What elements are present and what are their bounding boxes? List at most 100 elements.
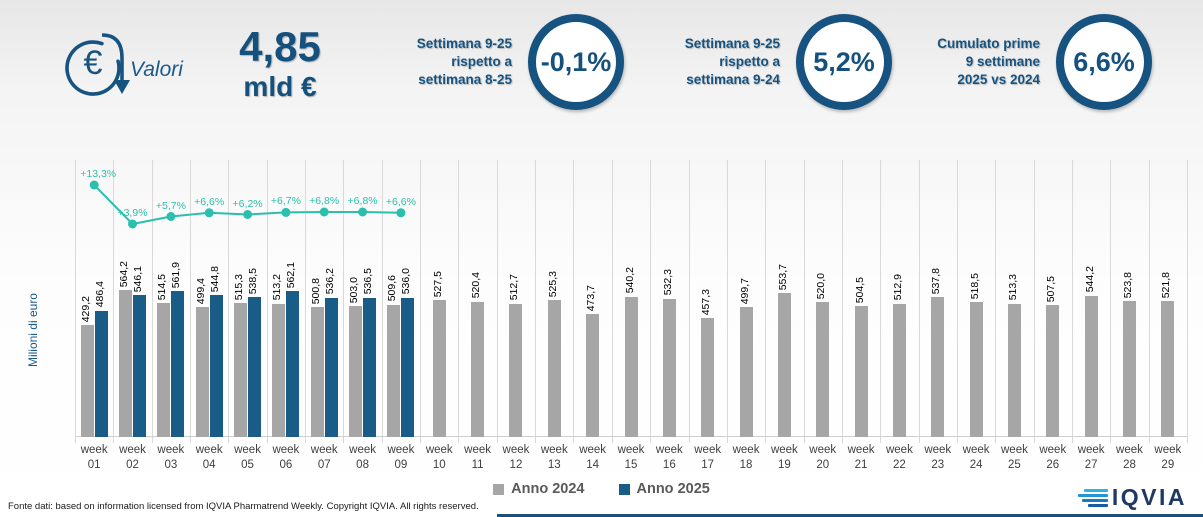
bar-2024 [854, 305, 868, 437]
gridline [650, 160, 652, 443]
total-value-block: 4,85 mld € [200, 24, 360, 104]
gridline [573, 160, 575, 443]
bar-2024 [624, 296, 638, 437]
bar-2024 [701, 318, 715, 437]
kpi-value: 6,6% [1073, 46, 1135, 77]
gridline [803, 160, 805, 443]
x-axis-label: week 13 [540, 444, 568, 471]
x-axis-label: week 01 [80, 444, 108, 471]
bar-2024 [892, 303, 906, 437]
gridline [343, 160, 345, 443]
variation-pct-label: +6,7% [270, 195, 301, 208]
gridline [611, 160, 613, 443]
x-axis-label: week 25 [1001, 444, 1028, 471]
euro-value-icon: € [65, 33, 130, 96]
bottom-accent-strip [497, 514, 1203, 517]
total-unit: mld € [243, 71, 317, 102]
bar-2024 [234, 303, 248, 437]
total-value: 4,85 [239, 23, 321, 70]
bar-2024 [349, 306, 363, 437]
x-axis-label: week 04 [195, 444, 223, 471]
bar-2024 [119, 290, 133, 437]
bar-2024 [80, 325, 94, 437]
gridline [1148, 160, 1150, 443]
gridline [75, 160, 76, 443]
gridline [841, 160, 843, 443]
variation-pct-label: +6,6% [385, 195, 416, 208]
gridline [305, 160, 307, 443]
bar-2024 [547, 300, 561, 437]
variation-pct-label: +6,2% [232, 197, 263, 210]
x-axis-label: week 11 [464, 444, 492, 471]
x-axis-label: week 02 [119, 444, 146, 471]
legend-swatch-2024 [493, 483, 505, 495]
iqvia-logo-text: IQVIA [1111, 484, 1187, 510]
bar-2025 [286, 290, 300, 437]
bar-2024 [816, 301, 830, 437]
gridline [228, 160, 230, 443]
bar-2024 [272, 303, 286, 437]
gridline [918, 160, 920, 443]
gridline [880, 160, 882, 443]
bar-2025 [209, 295, 223, 437]
x-axis-label: week 09 [387, 444, 415, 471]
iqvia-logo: IQVIA [1077, 484, 1187, 511]
x-axis-label: week 26 [1039, 444, 1067, 471]
gridline [688, 160, 690, 443]
legend: Anno 2024 Anno 2025 [0, 481, 1203, 497]
gridline [420, 160, 422, 443]
bar-2025 [171, 290, 185, 437]
bar-2024 [1161, 301, 1175, 437]
x-axis-label: week 14 [579, 444, 607, 471]
bar-2025 [133, 295, 147, 437]
bar-2024 [157, 303, 171, 437]
kpi-label: Settimana 9-25 rispetto a settimana 9-24 [684, 36, 780, 87]
bar-2024 [432, 299, 446, 437]
variation-pct-label: +6,8% [309, 195, 340, 207]
x-axis-label: week 28 [1116, 444, 1143, 471]
gridline [190, 160, 192, 443]
gridline [995, 160, 997, 443]
kpi-week-vs-prev-week: Settimana 9-25 rispetto a settimana 8-25… [394, 14, 624, 110]
bar-2024 [931, 297, 945, 437]
x-axis-label: week 03 [157, 444, 185, 471]
x-axis-label: week 17 [694, 444, 722, 471]
gridline [458, 160, 460, 443]
variation-line [89, 180, 406, 229]
kpi-circle: -0,1% [528, 14, 624, 110]
x-axis-label: week 10 [425, 444, 453, 471]
legend-item-2024: Anno 2024 [493, 481, 585, 497]
kpi-value: -0,1% [540, 46, 612, 77]
x-axis-label: week 20 [809, 444, 837, 471]
gridline [1033, 160, 1035, 443]
bar-2025 [363, 297, 377, 437]
x-axis-label: week 24 [962, 444, 990, 471]
x-axis-label: week 07 [310, 444, 338, 471]
legend-item-2025: Anno 2025 [618, 481, 710, 497]
bar-2024 [471, 301, 485, 437]
x-axis-label: week 21 [847, 444, 875, 471]
bar-2024 [777, 293, 791, 437]
y-axis-label: Milioni di euro [26, 293, 40, 368]
x-axis-label: week 22 [885, 444, 913, 471]
bar-2025 [248, 297, 262, 437]
variation-pct-label: +3,9% [117, 207, 148, 219]
gridline [956, 160, 958, 443]
bar-2024 [509, 303, 523, 437]
variation-pct-label: +13,3% [80, 168, 117, 180]
kpi-label: Cumulato prime 9 settimane 2025 vs 2024 [937, 36, 1040, 87]
gridline [266, 160, 268, 443]
variation-pct-label: +6,6% [194, 195, 225, 208]
bar-2024 [1084, 295, 1098, 437]
x-axis-label: week 12 [502, 444, 530, 471]
gridline [496, 160, 498, 443]
valori-label: Valori [130, 58, 183, 81]
bar-2024 [662, 298, 676, 437]
bar-2024 [586, 313, 600, 437]
bar-2024 [1007, 303, 1021, 437]
gridline [535, 160, 537, 443]
weekly-bar-chart: 429,2 486,4 week 01 564,2 546,1 week 02 514,5 561… [75, 160, 1188, 471]
bar-2025 [401, 297, 415, 437]
bar-2025 [324, 297, 338, 437]
